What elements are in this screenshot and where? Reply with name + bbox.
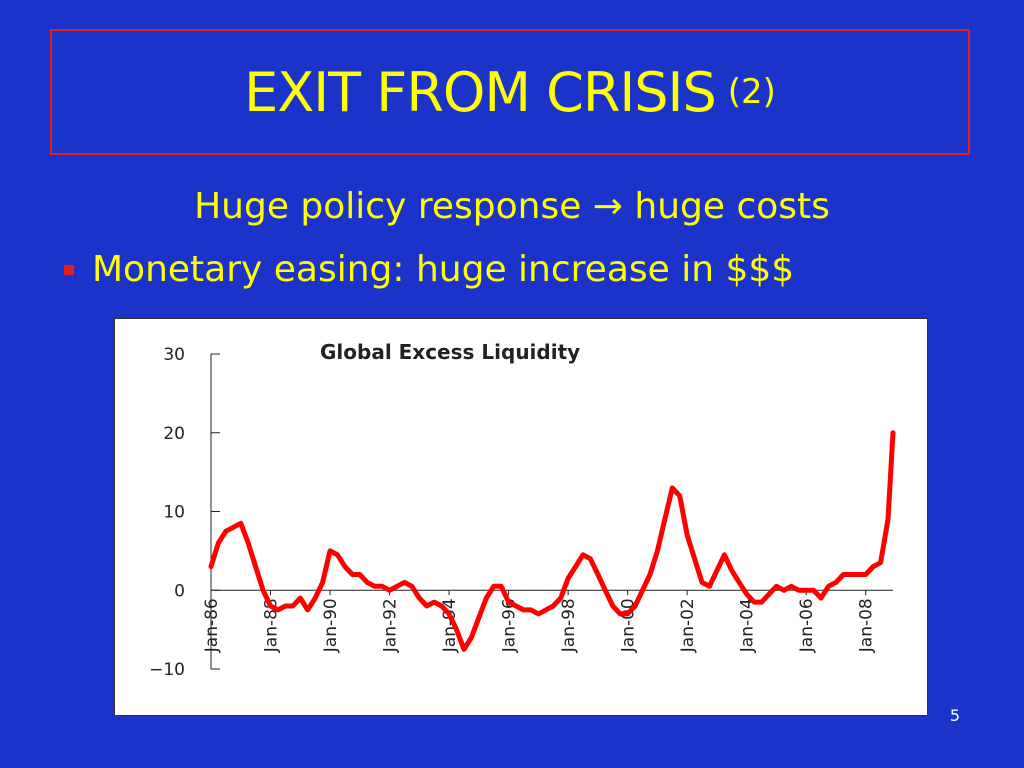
chart-title: Global Excess Liquidity: [320, 340, 580, 364]
x-tick-label: Jan-92: [381, 598, 401, 653]
title-box: EXIT FROM CRISIS (2): [50, 29, 970, 155]
y-tick-label: 20: [163, 424, 185, 444]
subheading: Huge policy response → huge costs: [194, 186, 830, 227]
line-chart: Global Excess Liquidity −10 0 10 20 30 Jan-86 J…: [149, 340, 896, 680]
x-tick-label: Jan-90: [321, 598, 341, 653]
x-tick-label: Jan-02: [678, 598, 698, 653]
x-tick-label: Jan-04: [738, 598, 758, 653]
x-tick-label: Jan-06: [797, 598, 817, 653]
x-tick-label: Jan-08: [857, 598, 877, 653]
bullet-text: Monetary easing: huge increase in $$$: [92, 249, 795, 290]
bullet-square-icon: [64, 264, 74, 275]
x-tick-label: Jan-88: [262, 598, 282, 653]
x-tick-label: Jan-98: [559, 598, 579, 653]
chart-frame: Global Excess Liquidity −10 0 10 20 30 Jan-86 J…: [114, 318, 928, 716]
slide-title-suffix: (2): [727, 72, 776, 112]
slide-title: EXIT FROM CRISIS: [244, 60, 717, 124]
y-tick-label: 0: [174, 581, 185, 601]
x-tick-label: Jan-96: [500, 598, 520, 653]
x-tick-label: Jan-86: [202, 598, 222, 653]
y-tick-label: −10: [149, 660, 185, 680]
bullet-item: Monetary easing: huge increase in $$$: [64, 249, 794, 290]
series-line: [208, 430, 896, 652]
y-tick-label: 10: [163, 503, 185, 523]
page-number: 5: [949, 706, 960, 725]
y-tick-label: 30: [163, 345, 185, 365]
